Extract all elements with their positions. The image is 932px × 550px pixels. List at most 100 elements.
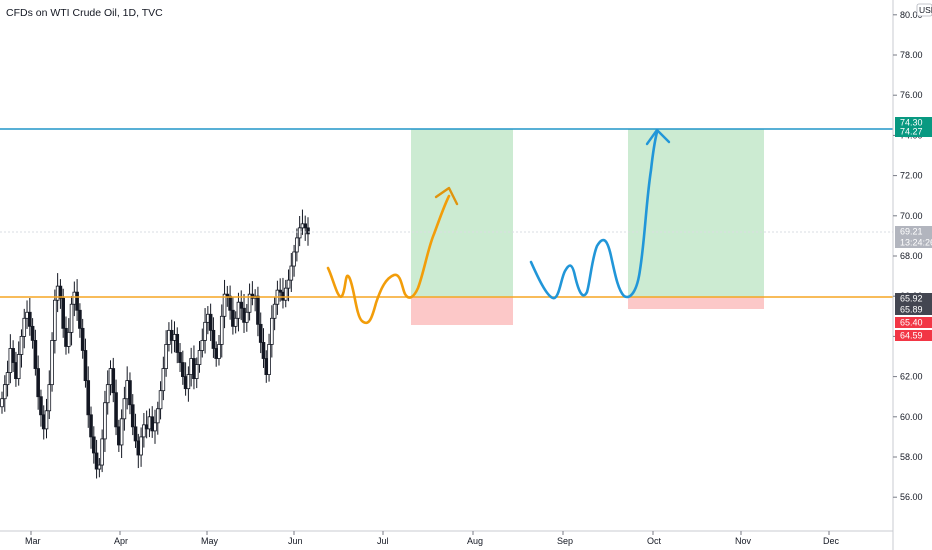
candle-body [178, 352, 182, 363]
price-tick-label: 70.00 [900, 211, 923, 221]
candle-body [53, 299, 57, 341]
time-tick-label: Dec [823, 536, 840, 546]
time-tick-label: Jun [288, 536, 303, 546]
candle-body [175, 333, 180, 353]
price-badge-label: 65.89 [900, 305, 923, 315]
candle-body [203, 321, 207, 341]
candle-body [261, 342, 266, 359]
candle-body [278, 289, 282, 293]
time-tick-label: Jul [377, 536, 389, 546]
candle-body [200, 340, 205, 351]
candle-body [303, 223, 308, 229]
candle-body [247, 293, 252, 313]
candle-body [239, 301, 244, 309]
candle-body [236, 301, 241, 319]
candle-body [192, 358, 196, 380]
candle-body [197, 350, 202, 365]
candle-body [139, 436, 143, 456]
candle-body [256, 295, 260, 325]
loss-zone-1 [411, 297, 513, 325]
price-tick-label: 68.00 [900, 251, 923, 261]
candle-body [64, 327, 68, 347]
currency-badge[interactable] [916, 3, 932, 17]
candle-body [258, 323, 263, 343]
candle-body [155, 408, 160, 424]
candle-body [194, 364, 199, 380]
candle-body [136, 440, 141, 456]
candle-body [164, 344, 168, 369]
candle-body [92, 436, 96, 454]
candle-body [272, 303, 277, 319]
currency-label: USD [919, 5, 932, 15]
price-badge [895, 330, 932, 341]
candle-body [47, 384, 52, 412]
price-tick-label: 60.00 [900, 412, 923, 422]
price-badge-label: 65.40 [900, 318, 923, 328]
candle-body [295, 237, 299, 253]
candle-body [292, 251, 296, 267]
candle-body [33, 340, 38, 369]
candle-body [122, 398, 127, 420]
candle-body [0, 398, 4, 408]
candle-body [181, 362, 185, 377]
candle-body [169, 329, 174, 341]
blue-projection-path [529, 130, 659, 300]
time-tick-label: Apr [114, 536, 128, 546]
candle-body [117, 426, 121, 446]
price-tick-label: 78.00 [900, 50, 923, 60]
candle-body [158, 390, 163, 410]
time-tick-label: Mar [25, 536, 41, 546]
profit-zone-2 [628, 129, 764, 297]
candle-body [133, 426, 138, 442]
candle-body [100, 438, 104, 466]
candle-body [189, 358, 193, 375]
candle-body [58, 285, 63, 299]
price-badge-label: 65.92 [900, 294, 923, 304]
candle-body [286, 279, 291, 289]
price-tick-label: 80.00 [900, 10, 923, 20]
candle-body [114, 392, 118, 428]
candle-body [153, 422, 157, 432]
candle-body [142, 424, 146, 438]
candle-body [233, 317, 238, 327]
candle-body [289, 265, 294, 281]
candle-body [130, 404, 135, 428]
candle-body [267, 344, 271, 375]
candle-body [208, 313, 213, 331]
candle-body [22, 317, 27, 337]
candle-body [78, 309, 82, 329]
candle-body [83, 350, 88, 382]
candle-body [97, 464, 102, 470]
candle-body [217, 344, 221, 359]
candle-body [167, 329, 171, 345]
candle-body [161, 368, 166, 392]
price-badge [895, 117, 932, 128]
time-axis[interactable]: Mar Apr May Jun Jul Aug Sep Oct Nov Dec [25, 531, 840, 546]
candle-body [30, 325, 35, 341]
candle-body [61, 297, 65, 329]
price-tick-label: 58.00 [900, 452, 923, 462]
candle-body [283, 287, 288, 301]
loss-zone-2 [628, 297, 764, 309]
price-badge-label: 13:24:26 [900, 238, 932, 248]
time-tick-label: Oct [647, 536, 662, 546]
price-axis[interactable]: 56.0058.0060.0062.0064.0066.0068.0070.00… [893, 10, 923, 502]
candle-body [206, 313, 210, 323]
candle-body [183, 376, 188, 390]
candle-body [11, 348, 15, 363]
candle-body [75, 291, 79, 311]
candle-body [214, 348, 219, 359]
candle-body [300, 223, 305, 229]
price-tick-label: 56.00 [900, 492, 923, 502]
candle-body [94, 452, 99, 470]
price-badge [895, 304, 932, 315]
chart-title: CFDs on WTI Crude Oil, 1D, TVC [6, 7, 163, 19]
candle-body [44, 410, 49, 430]
candle-body [219, 315, 224, 345]
price-badge-label: 69.21 [900, 227, 923, 237]
candle-body [144, 424, 149, 430]
candle-body [16, 354, 21, 380]
candle-body [147, 416, 152, 430]
